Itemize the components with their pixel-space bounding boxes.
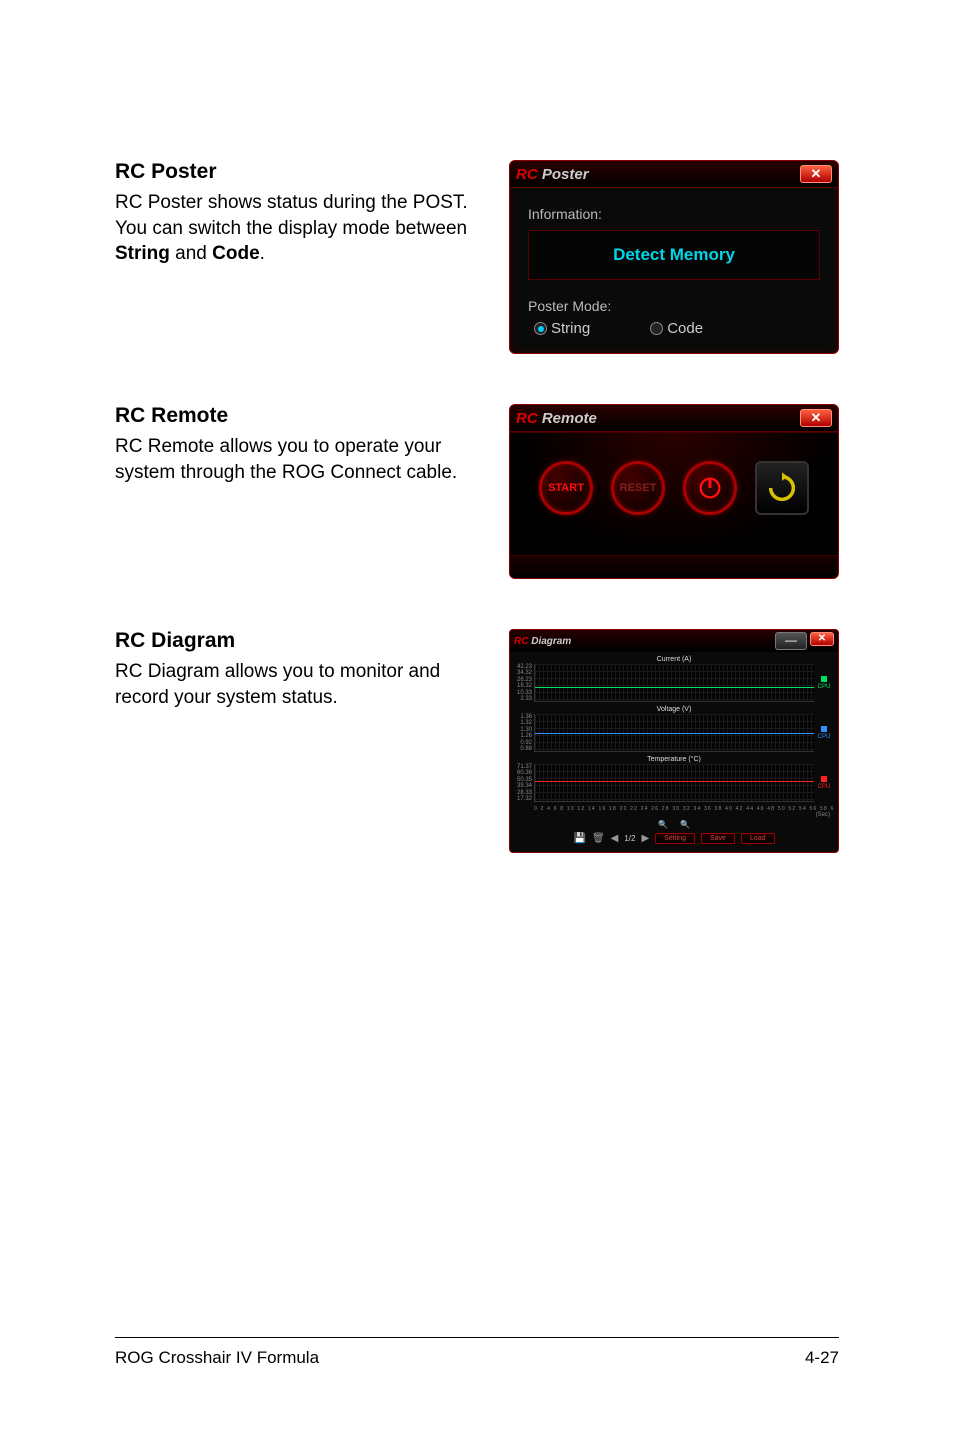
rc-diagram-title-word: Diagram [531,636,571,647]
cycle-icon [765,471,799,505]
rc-diagram-description: RC Diagram allows you to monitor and rec… [115,659,499,710]
rc-diagram-titlebar: RC Diagram — ✕ [510,630,838,652]
chart-legend: CPU [814,714,834,752]
y-axis-labels: 42.2334.3226.2318.3210.332.33 [514,664,534,702]
load-button[interactable]: Load [741,833,775,844]
footer-right: 4-27 [805,1348,839,1368]
rc-poster-bold1: String [115,243,170,264]
section-rc-poster: RC Poster RC Poster shows status during … [115,160,839,354]
rc-prefix: RC [516,410,542,427]
rc-remote-window: RC Remote ✕ START RESET [509,404,839,579]
rc-poster-title: RC Poster [516,166,589,183]
y-axis-labels: 1.361.321.301.260.920.88 [514,714,534,752]
rc-remote-titlebar: RC Remote ✕ [510,405,838,432]
rc-remote-title-word: Remote [542,410,597,427]
section-rc-diagram: RC Diagram RC Diagram allows you to moni… [115,629,839,853]
zoom-out-icon[interactable]: 🔍 [658,820,668,829]
chart-title: Temperature (°C) [514,756,834,763]
radio-string[interactable]: String [534,320,590,337]
chart-title: Current (A) [514,656,834,663]
rc-poster-window: RC Poster ✕ Information: Detect Memory P… [509,160,839,354]
chart-line [535,733,814,735]
minimize-icon[interactable]: — [775,632,807,650]
diagram-body: Current (A)42.2334.3226.2318.3210.332.33… [510,652,838,852]
chart-line [535,781,814,783]
section-rc-remote: RC Remote RC Remote allows you to operat… [115,404,839,579]
rc-poster-title-word: Poster [542,166,589,183]
chart-legend: CPU [814,764,834,802]
close-icon[interactable]: ✕ [810,632,834,646]
chart-block: Temperature (°C)71.3760.3650.3539.3428.3… [514,756,834,802]
radio-icon [534,322,547,335]
radio-icon [650,322,663,335]
footer-left: ROG Crosshair IV Formula [115,1348,319,1368]
rc-remote-title: RC Remote [516,410,597,427]
rc-poster-mid: and [170,243,212,264]
y-axis-labels: 71.3760.3650.3539.3428.3317.32 [514,764,534,802]
cycle-button[interactable] [755,461,809,515]
rc-poster-suffix: . [260,243,265,264]
power-icon [696,474,724,502]
radio-code-label: Code [667,320,703,337]
prev-page-icon[interactable]: ◀ [611,833,619,844]
start-button[interactable]: START [539,461,593,515]
rc-poster-description: RC Poster shows status during the POST. … [115,190,499,267]
x-axis-labels: 0 2 4 6 8 10 12 14 16 18 20 22 24 26 28 … [514,806,834,812]
radio-string-label: String [551,320,590,337]
page-footer: ROG Crosshair IV Formula 4-27 [115,1337,839,1368]
chart-block: Current (A)42.2334.3226.2318.3210.332.33… [514,656,834,702]
save-disk-icon[interactable]: 💾 [573,833,585,844]
rc-remote-description: RC Remote allows you to operate your sys… [115,434,499,485]
rc-poster-titlebar: RC Poster ✕ [510,161,838,188]
rc-poster-heading: RC Poster [115,160,499,184]
chart-title: Voltage (V) [514,706,834,713]
chart-line [535,687,814,689]
save-button[interactable]: Save [701,833,735,844]
zoom-in-icon[interactable]: 🔍 [680,820,690,829]
chart-legend: CPU [814,664,834,702]
rc-diagram-title: RC Diagram [514,636,571,647]
rc-poster-desc-text: RC Poster shows status during the POST. … [115,192,468,239]
rc-diagram-heading: RC Diagram [115,629,499,653]
rc-remote-heading: RC Remote [115,404,499,428]
reset-button-label: RESET [620,482,657,494]
rc-diagram-window: RC Diagram — ✕ Current (A)42.2334.3226.2… [509,629,839,853]
chart-plot [534,714,814,752]
information-value: Detect Memory [528,230,820,280]
next-page-icon[interactable]: ▶ [641,833,649,844]
radio-code[interactable]: Code [650,320,703,337]
poster-mode-label: Poster Mode: [528,298,820,314]
close-icon[interactable]: ✕ [800,165,832,183]
zoom-icons-row: 🔍🔍 [514,818,834,831]
start-button-label: START [548,482,584,494]
chart-plot [534,664,814,702]
chart-plot [534,764,814,802]
trash-icon[interactable]: 🗑 [592,833,605,844]
rc-prefix: RC [514,636,531,647]
close-icon[interactable]: ✕ [800,409,832,427]
reset-button[interactable]: RESET [611,461,665,515]
information-label: Information: [528,206,820,222]
power-button[interactable] [683,461,737,515]
setting-button[interactable]: Setting [655,833,695,844]
diagram-toolbar: 💾 🗑 ◀ 1/2 ▶ Setting Save Load [514,831,834,846]
page-indicator: 1/2 [624,834,635,843]
chart-block: Voltage (V)1.361.321.301.260.920.88 CPU [514,706,834,752]
rc-prefix: RC [516,166,542,183]
rc-poster-bold2: Code [212,243,260,264]
